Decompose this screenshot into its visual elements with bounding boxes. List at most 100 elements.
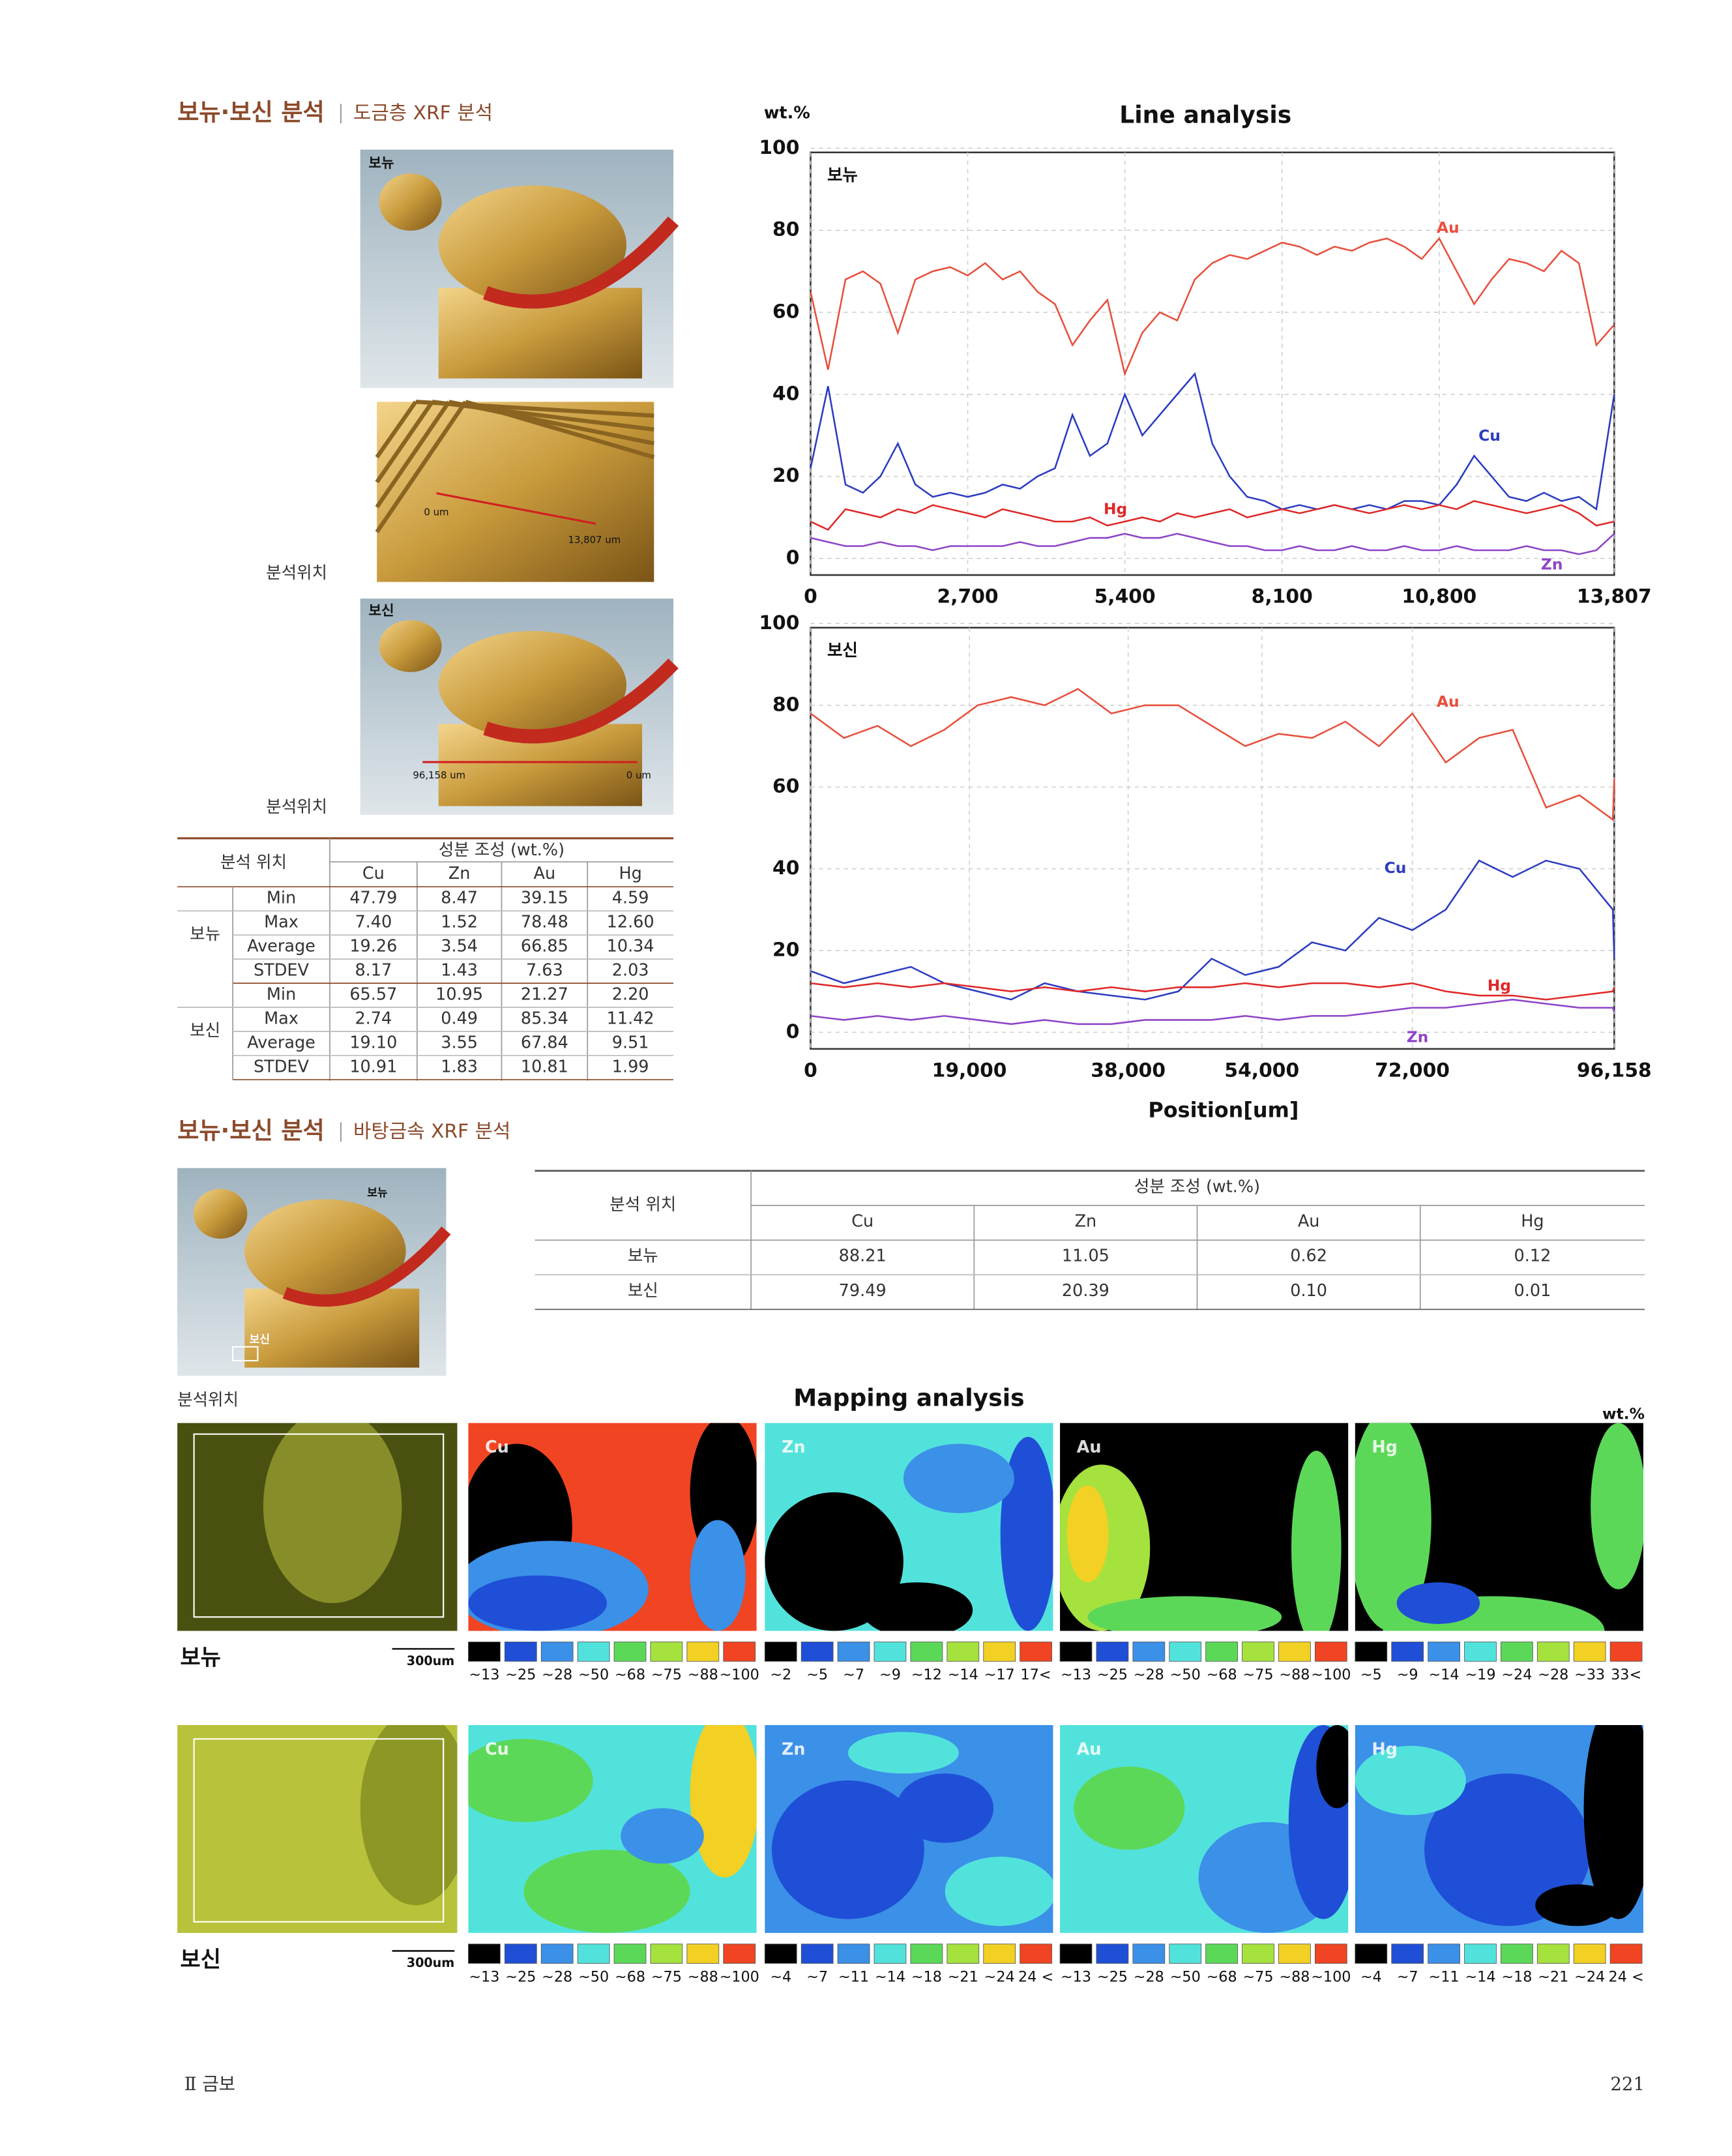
table-cell: 39.15 [521, 889, 568, 908]
table-cell: 10.91 [349, 1057, 397, 1077]
row-label: 보신 [628, 1281, 658, 1301]
legend-label: ~11 [1429, 1968, 1460, 1985]
legend-swatch [1609, 1943, 1643, 1964]
series-label: Au [1437, 692, 1460, 711]
legend-swatch [1020, 1642, 1052, 1662]
table-cell: 0.12 [1514, 1247, 1551, 1266]
legend-label: ~19 [1465, 1666, 1495, 1683]
row-name: 보신 [180, 1947, 221, 1973]
table-header: 성분 조성 (wt.%) [1134, 1177, 1260, 1196]
series-line [810, 982, 1615, 1001]
legend-swatch [650, 1943, 683, 1964]
photo-label: 보신 [250, 1333, 270, 1346]
map-region [1583, 1725, 1643, 1919]
x-tick-label: 72,000 [1375, 1059, 1450, 1082]
map-region [1074, 1766, 1185, 1850]
legend-swatch [1059, 1943, 1093, 1964]
table-cell: 0.10 [1290, 1281, 1327, 1301]
legend-label: ~25 [505, 1968, 536, 1985]
legend-label: ~5 [1360, 1666, 1382, 1683]
legend-swatch [1314, 1642, 1347, 1662]
row-label: 보뉴 [628, 1247, 658, 1266]
row-label: STDEV [254, 961, 310, 981]
map-region [1355, 1745, 1466, 1816]
legend-swatch [764, 1943, 797, 1964]
table-cell: 65.57 [349, 985, 397, 1005]
y-tick-label: 0 [786, 546, 800, 569]
photo-ridge [375, 400, 655, 533]
series-line [810, 237, 1615, 377]
legend-label: ~68 [1207, 1968, 1237, 1985]
table-cell: 1.52 [441, 913, 478, 932]
legend-label: ~24 [984, 1968, 1015, 1985]
map-region [945, 1856, 1053, 1927]
y-tick-label: 80 [772, 693, 799, 716]
legend-swatch [723, 1642, 756, 1662]
series-line [810, 998, 1615, 1026]
series-label: Hg [1104, 500, 1127, 518]
table-cell: 9.51 [612, 1033, 649, 1053]
legend-label: ~50 [578, 1968, 609, 1985]
y-tick-label: 40 [772, 382, 799, 405]
legend-swatch [577, 1943, 610, 1964]
legend-swatch [1020, 1943, 1052, 1964]
map-region [765, 1492, 903, 1631]
photo-strap [482, 216, 679, 309]
legend-label: ~68 [615, 1666, 645, 1683]
legend-label: ~68 [1207, 1666, 1237, 1683]
legend-swatch [1314, 1943, 1347, 1964]
legend-swatch [1501, 1642, 1533, 1662]
legend-swatch [1205, 1642, 1239, 1662]
table-cell: 11.42 [607, 1009, 654, 1029]
table-cell: 47.79 [349, 889, 397, 908]
photo-shell [438, 185, 626, 305]
row-label: Max [264, 1009, 299, 1029]
legend-label: ~9 [1397, 1666, 1418, 1683]
legend-swatch [468, 1642, 501, 1662]
y-tick-label: 20 [772, 938, 799, 961]
table-cell: 7.40 [355, 913, 392, 932]
y-tick-label: 80 [772, 218, 799, 241]
group-name: 보뉴 [190, 924, 220, 944]
map-element-label: Au [1077, 1438, 1102, 1457]
legend-label: ~28 [1538, 1666, 1568, 1683]
photo-head [379, 173, 442, 231]
legend-label: ~28 [542, 1666, 572, 1683]
x-tick-label: 19,000 [932, 1059, 1007, 1082]
legend-swatch [1428, 1642, 1460, 1662]
legend-label: ~17 [984, 1666, 1015, 1683]
legend-label: ~25 [1097, 1666, 1128, 1683]
map-region [1396, 1582, 1480, 1624]
legend-swatch [1205, 1943, 1239, 1964]
plot-frame [810, 627, 1615, 1050]
legend-label: ~33 [1574, 1666, 1605, 1683]
legend-label: ~25 [505, 1666, 536, 1683]
legend-swatch [800, 1642, 834, 1662]
table-cell: 1.83 [441, 1057, 478, 1077]
table-cell: 2.03 [612, 961, 649, 981]
legend-swatch [577, 1642, 610, 1662]
photo-strap [483, 658, 679, 744]
x-tick-label: 96,158 [1577, 1059, 1652, 1082]
legend-swatch [837, 1943, 870, 1964]
table-cell: 10.95 [435, 985, 483, 1005]
legend-swatch [1132, 1642, 1166, 1662]
section-subtitle: 바탕금속 XRF 분석 [353, 1120, 510, 1143]
legend-swatch [1355, 1943, 1388, 1964]
row-label: Min [267, 889, 296, 908]
series-label: Hg [1488, 977, 1511, 995]
column-header: Cu [362, 864, 385, 883]
y-tick-label: 0 [786, 1020, 800, 1043]
legend-label: ~4 [770, 1968, 791, 1985]
scale-label: 0 um [424, 506, 448, 518]
location-label: 분석위치 [266, 563, 327, 583]
micro-photo-tone [360, 1725, 458, 1906]
legend-swatch [1391, 1943, 1424, 1964]
legend-swatch [723, 1943, 756, 1964]
table-cell: 66.85 [521, 937, 568, 956]
legend-swatch [1536, 1943, 1570, 1964]
photo-shell [438, 630, 626, 739]
x-tick-label: 38,000 [1091, 1059, 1166, 1082]
legend-swatch [1169, 1642, 1202, 1662]
x-axis-label: Position[um] [1148, 1098, 1299, 1123]
